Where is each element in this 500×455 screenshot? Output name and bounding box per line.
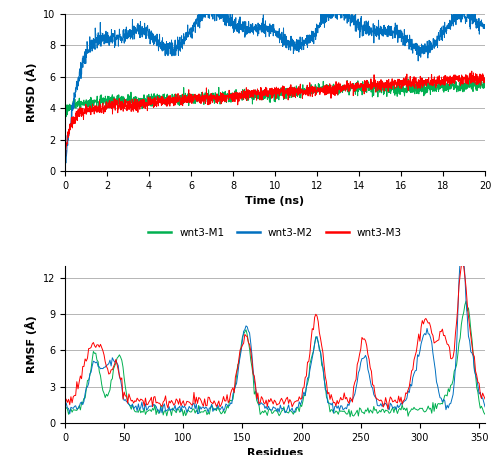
wnt3-M2 <box>482 404 488 410</box>
Line: wnt3-M3: wnt3-M3 <box>65 71 485 156</box>
wnt3-M3 <box>385 406 391 412</box>
wnt3-M3 <box>470 77 476 82</box>
wnt3-M3 <box>95 342 101 348</box>
wnt3-M2 <box>470 15 476 20</box>
wnt3-M2 <box>162 401 168 407</box>
wnt3-M2 <box>198 8 203 13</box>
wnt3-M2 <box>132 404 138 410</box>
wnt3-M1 <box>470 89 476 94</box>
wnt3-M1 <box>470 86 476 92</box>
Line: wnt3-M2: wnt3-M2 <box>66 260 485 414</box>
wnt3-M2 <box>393 28 399 33</box>
wnt3-M3 <box>482 396 488 402</box>
wnt3-M2 <box>256 29 262 34</box>
wnt3-M1 <box>438 401 444 406</box>
wnt3-M3 <box>62 153 68 158</box>
X-axis label: Time (ns): Time (ns) <box>246 197 304 207</box>
wnt3-M2 <box>66 411 72 416</box>
wnt3-M2 <box>96 364 102 369</box>
wnt3-M2 <box>266 22 272 27</box>
wnt3-M3 <box>294 398 300 404</box>
Line: wnt3-M2: wnt3-M2 <box>65 10 485 167</box>
wnt3-M1 <box>478 76 484 81</box>
Y-axis label: RMSF (Å): RMSF (Å) <box>26 315 38 373</box>
wnt3-M1 <box>95 359 101 364</box>
Line: wnt3-M1: wnt3-M1 <box>65 78 485 117</box>
Line: wnt3-M1: wnt3-M1 <box>66 301 485 417</box>
wnt3-M3 <box>256 91 262 97</box>
wnt3-M3 <box>84 106 89 111</box>
wnt3-M3 <box>160 399 166 404</box>
Line: wnt3-M3: wnt3-M3 <box>66 264 485 409</box>
wnt3-M2 <box>482 22 488 28</box>
wnt3-M3 <box>460 262 466 267</box>
wnt3-M3 <box>130 400 136 406</box>
wnt3-M3 <box>470 79 476 84</box>
wnt3-M2 <box>295 405 301 410</box>
wnt3-M1 <box>294 405 300 410</box>
wnt3-M1 <box>160 412 166 418</box>
wnt3-M1 <box>463 298 469 304</box>
wnt3-M3 <box>268 396 274 401</box>
wnt3-M3 <box>482 75 488 80</box>
Y-axis label: RMSD (Å): RMSD (Å) <box>26 63 38 122</box>
wnt3-M1 <box>266 99 272 104</box>
wnt3-M2 <box>84 48 89 53</box>
wnt3-M1 <box>482 411 488 417</box>
Legend: wnt3-M1, wnt3-M2, wnt3-M3: wnt3-M1, wnt3-M2, wnt3-M3 <box>144 223 406 242</box>
wnt3-M2 <box>457 257 463 263</box>
wnt3-M3 <box>393 80 399 86</box>
wnt3-M1 <box>130 406 136 412</box>
wnt3-M1 <box>268 408 274 413</box>
wnt3-M3 <box>266 90 272 95</box>
wnt3-M1 <box>63 114 69 120</box>
wnt3-M3 <box>469 68 475 74</box>
wnt3-M2 <box>470 20 476 26</box>
wnt3-M1 <box>393 87 399 93</box>
X-axis label: Residues: Residues <box>247 449 303 455</box>
wnt3-M2 <box>62 164 68 169</box>
wnt3-M2 <box>63 400 69 406</box>
wnt3-M1 <box>84 99 89 104</box>
wnt3-M2 <box>269 407 275 413</box>
wnt3-M3 <box>63 396 69 402</box>
wnt3-M3 <box>438 329 444 334</box>
wnt3-M3 <box>62 147 68 153</box>
wnt3-M2 <box>62 162 68 167</box>
wnt3-M2 <box>438 395 444 401</box>
wnt3-M1 <box>63 405 69 410</box>
wnt3-M1 <box>62 104 68 109</box>
wnt3-M1 <box>347 414 353 420</box>
wnt3-M1 <box>256 90 262 96</box>
wnt3-M1 <box>482 78 488 83</box>
